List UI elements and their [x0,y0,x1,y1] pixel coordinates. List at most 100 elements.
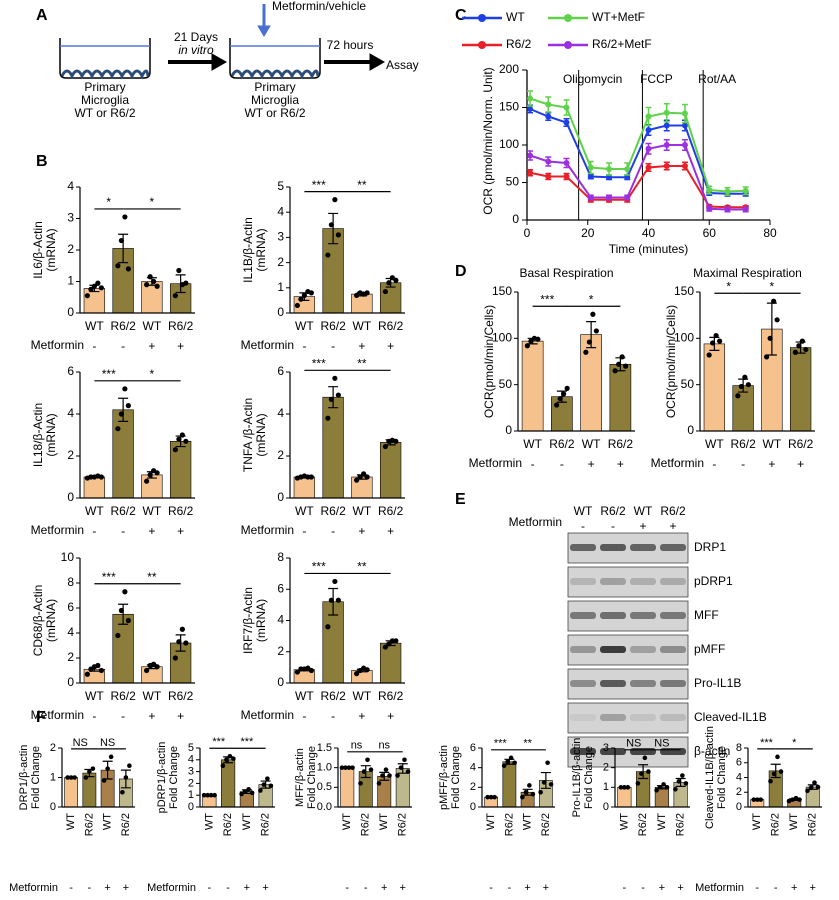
y-axis-label: Cleaved-IL1B/β-actin [704,726,716,829]
y-tick-label: 0 [470,801,476,813]
y-tick-label: 1 [603,781,609,793]
data-point [799,338,805,344]
data-point [646,769,651,774]
data-point [706,352,712,358]
treatment-sign: - [121,339,125,353]
cells [60,69,150,80]
data-point [361,471,367,477]
treatment-sign: + [262,882,268,894]
dish [229,38,321,79]
data-point [771,298,777,304]
bar-chart: 0.0 0.5 1.0 1.5 MFF/β-actin Fold Change WT - R6/… [294,740,412,894]
y-axis-label: Fold Change [30,746,42,809]
data-point [172,293,178,299]
blot-band [660,612,686,619]
x-tick-label: R6/2 [222,813,234,836]
data-point [65,775,70,780]
data-point [485,794,490,800]
panel-letter: B [36,153,48,170]
data-point [90,766,96,771]
bar [521,340,544,432]
data-point [623,363,629,369]
data-point [335,232,341,238]
x-tick-label: 40 [642,226,656,240]
x-tick-label: WT [102,813,114,830]
data-point [265,776,270,781]
data-point [249,790,255,796]
treatment-label: Metformin [31,523,84,537]
x-tick-label: R6/2 [807,813,819,836]
treatment-sign: - [92,524,96,538]
treatment-sign: + [400,882,406,894]
blot-band [630,578,656,585]
treatment-sign: + [148,709,155,723]
x-tick-label: R6/2 [168,319,194,333]
data-point [212,792,217,798]
y-tick-label: 2 [67,242,74,256]
data-point [710,340,716,346]
y-tick-label: 3 [603,742,609,754]
data-point [224,757,229,763]
data-point [108,754,114,760]
data-point [376,781,382,786]
data-point [764,354,770,360]
data-point [382,644,388,650]
data-point [538,789,543,795]
treatment-sign: - [531,457,535,471]
y-axis-label: (mRNA) [44,228,58,271]
significance-label: ** [147,570,157,584]
bar [703,343,726,432]
x-tick-label: R6/2 [320,319,346,333]
data-point [118,607,124,614]
treatment-sign: - [611,519,615,533]
data-point [557,395,563,402]
y-tick-label: 2 [67,448,74,462]
bar [112,409,134,499]
x-tick-label: WT [353,689,372,703]
data-point [738,383,744,390]
bar [340,767,355,808]
series-line [529,108,746,195]
significance-label: *** [312,178,326,192]
treatment-sign: + [104,882,110,894]
data-point [261,782,267,787]
data-point [308,474,314,480]
y-axis-label: pMFF/β-actin [438,745,450,810]
blot-band [660,714,686,721]
bar-chart: 0 50 100 150 OCR(pmol/min/Cells) Basal Respir… [469,266,635,471]
x-tick-label: WT [341,813,353,830]
treatment-sign: - [712,457,716,471]
y-tick-label: 4 [188,754,194,766]
significance-label: ns [351,740,363,752]
series-point [742,206,749,213]
data-point [105,766,110,771]
data-point [120,789,125,795]
data-point [176,436,182,442]
data-point [220,763,226,768]
y-tick-label: 2 [277,255,284,269]
y-tick-label: 3 [188,766,194,778]
schematic-text: Primary Microglia WT or R6/2 Primary Mic… [74,0,418,120]
series-point [587,194,594,201]
data-point [528,338,534,344]
x-tick-label: R6/2 [770,813,782,836]
data-point [354,477,360,483]
series-point [624,194,631,201]
data-point [239,791,244,797]
data-point [183,280,189,286]
series-point [587,164,594,171]
data-point [268,783,274,789]
blot-band [570,612,596,619]
treatment-sign: + [123,882,129,894]
x-tick-label: WT [523,437,542,451]
data-point [639,771,644,776]
data-point [535,336,541,342]
treatment-sign: - [69,882,73,894]
data-point [125,266,131,272]
x-tick-label: WT [705,437,724,451]
blot-band [570,714,596,721]
y-tick-label: 2 [736,786,742,798]
bar [379,442,402,499]
panel-letter: F [36,709,46,726]
data-point [548,782,554,787]
